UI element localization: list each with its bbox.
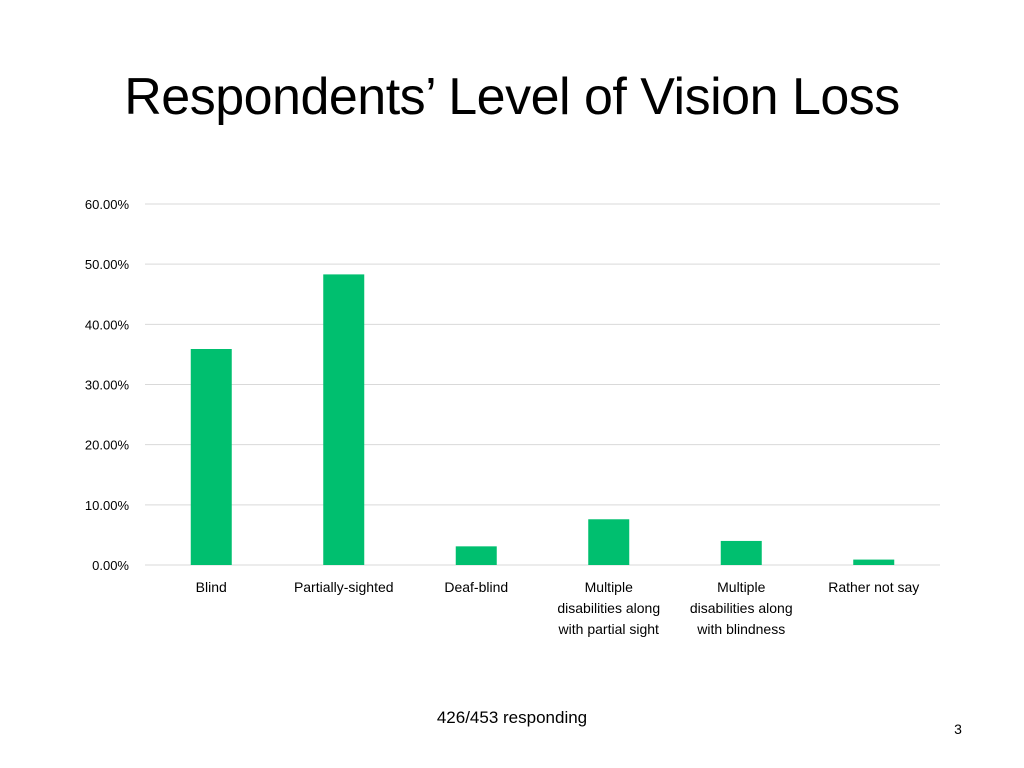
y-tick-label: 60.00% [85,197,130,212]
y-tick-label: 50.00% [85,257,130,272]
bar [720,540,762,565]
y-tick-label: 10.00% [85,498,130,513]
x-tick-label: Multiple disabilities along with blindness [690,579,793,637]
y-axis-tick-labels: 0.00% 10.00% 20.00% 30.00% 40.00% 50.00% 60.00… [85,197,130,573]
bars [190,274,895,565]
x-tick-label: Multiple disabilities along with partial s… [557,579,660,637]
x-tick-label: Rather not say [828,579,919,595]
gridlines [145,203,940,566]
y-tick-label: 40.00% [85,317,130,332]
slide-title: Respondents’ Level of Vision Loss [124,68,900,126]
bar [190,349,232,565]
y-tick-label: 0.00% [92,558,129,573]
response-count-footer: 426/453 responding [436,708,588,727]
bar [455,546,497,565]
x-tick-label: Partially-sighted [294,579,394,595]
bar [323,274,365,565]
y-tick-label: 30.00% [85,378,130,393]
bar [853,559,895,565]
page-number: 3 [954,721,962,737]
bar [588,519,630,565]
x-tick-label: Deaf-blind [444,579,508,595]
x-tick-label: Blind [196,579,227,595]
x-axis-tick-labels: Blind Partially-sighted Deaf-blind Multiple… [196,579,920,637]
y-tick-label: 20.00% [85,438,130,453]
